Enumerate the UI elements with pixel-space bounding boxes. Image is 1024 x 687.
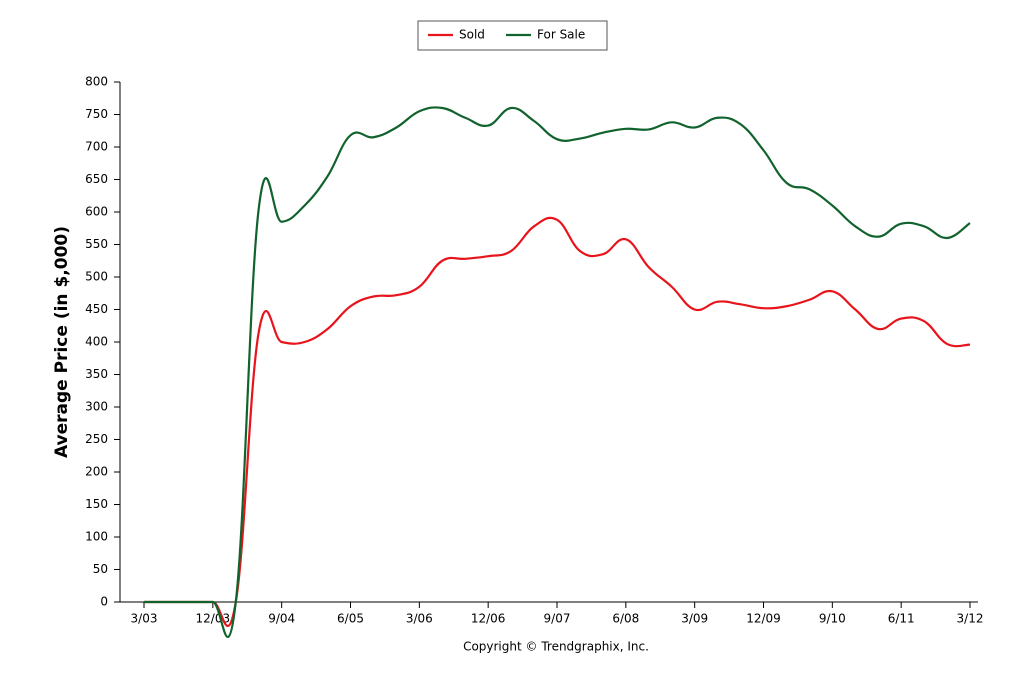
y-tick-label: 100 <box>85 530 108 544</box>
y-tick-label: 400 <box>85 335 108 349</box>
x-tick-label: 3/09 <box>681 612 708 626</box>
y-tick-label: 650 <box>85 172 108 186</box>
x-tick-label: 6/05 <box>337 612 364 626</box>
y-tick-label: 500 <box>85 270 108 284</box>
x-tick-label: 3/03 <box>131 612 158 626</box>
y-tick-label: 800 <box>85 75 108 89</box>
y-tick-label: 550 <box>85 237 108 251</box>
x-tick-label: 3/12 <box>957 612 984 626</box>
x-tick-label: 9/04 <box>268 612 295 626</box>
y-tick-label: 350 <box>85 367 108 381</box>
y-tick-label: 0 <box>100 595 108 609</box>
y-tick-label: 300 <box>85 400 108 414</box>
line-series <box>143 106 971 638</box>
y-axis-label: Average Price (in $,000) <box>52 226 72 458</box>
legend-label: For Sale <box>537 28 585 42</box>
x-tick-label: 12/09 <box>746 612 781 626</box>
x-tick-label: 6/11 <box>888 612 915 626</box>
y-tick-label: 200 <box>85 465 108 479</box>
x-tick-label: 6/08 <box>612 612 639 626</box>
y-tick-label: 50 <box>93 562 108 576</box>
y-tick-label: 750 <box>85 107 108 121</box>
y-tick-label: 150 <box>85 497 108 511</box>
line-series <box>143 216 971 627</box>
legend-label: Sold <box>459 28 485 42</box>
footer: Copyright © Trendgraphix, Inc. <box>463 640 649 654</box>
x-tick-label: 12/06 <box>471 612 506 626</box>
y-tick-label: 600 <box>85 205 108 219</box>
y-tick-label: 250 <box>85 432 108 446</box>
x-tick-label: 9/07 <box>544 612 571 626</box>
y-tick-label: 450 <box>85 302 108 316</box>
x-tick-label: 9/10 <box>819 612 846 626</box>
x-tick-label: 3/06 <box>406 612 433 626</box>
y-tick-label: 700 <box>85 140 108 154</box>
